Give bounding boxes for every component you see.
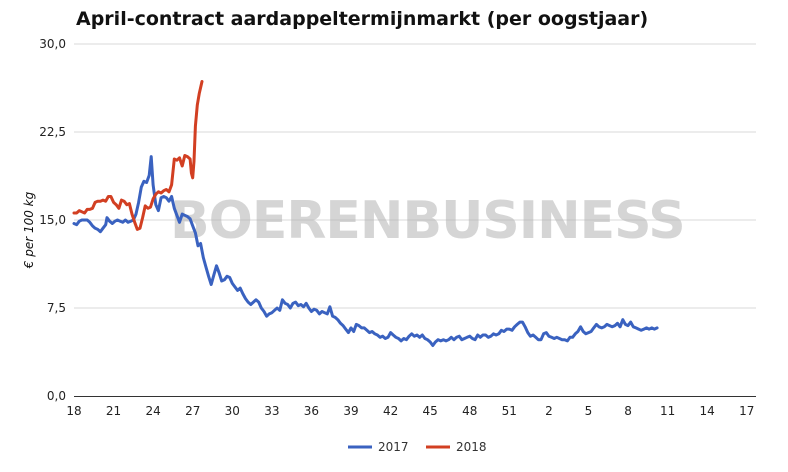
series-lines (72, 80, 659, 347)
x-tick-label: 18 (66, 404, 81, 418)
x-tick-label: 27 (185, 404, 200, 418)
y-tick-label: 0,0 (47, 389, 66, 403)
series-line-2018 (72, 80, 204, 231)
x-tick-label: 24 (146, 404, 161, 418)
x-tick-label: 42 (383, 404, 398, 418)
x-tick-label: 48 (462, 404, 477, 418)
series-line-2017 (72, 155, 659, 347)
watermark: BOERENBUSINESS (170, 191, 685, 251)
legend: 2017 2018 (348, 440, 487, 454)
y-tick-label: 22,5 (39, 125, 66, 139)
x-tick-label: 14 (700, 404, 715, 418)
y-tick-label: 7,5 (47, 301, 66, 315)
y-tick-label: 30,0 (39, 37, 66, 51)
x-tick-label: 11 (660, 404, 675, 418)
x-axis-ticks: 18 21 24 27 30 33 36 39 42 45 48 51 2 5 8 11 14 17 (66, 404, 754, 418)
x-tick-label: 36 (304, 404, 319, 418)
x-tick-label: 39 (343, 404, 358, 418)
y-axis-label: € per 100 kg (22, 191, 36, 269)
gridlines (74, 43, 756, 309)
legend-label-2017: 2017 (378, 440, 409, 454)
x-tick-label: 21 (106, 404, 121, 418)
x-tick-label: 45 (423, 404, 438, 418)
x-tick-label: 2 (545, 404, 553, 418)
y-axis-ticks: 0,0 7,5 15,0 22,5 30,0 (39, 37, 66, 403)
x-tick-label: 30 (225, 404, 240, 418)
x-tick-label: 5 (585, 404, 593, 418)
y-tick-label: 15,0 (39, 213, 66, 227)
x-tick-label: 51 (502, 404, 517, 418)
chart-title: April-contract aardappeltermijnmarkt (pe… (76, 8, 649, 30)
x-tick-label: 17 (739, 404, 754, 418)
x-tick-label: 8 (624, 404, 632, 418)
x-tick-label: 33 (264, 404, 279, 418)
legend-label-2018: 2018 (456, 440, 487, 454)
